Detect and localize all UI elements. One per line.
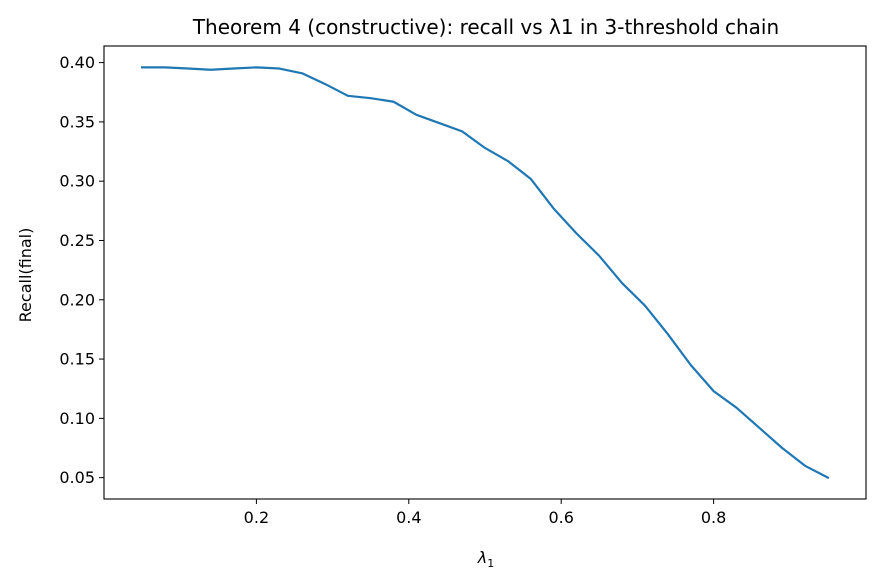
y-tick-label: 0.05	[59, 468, 95, 487]
y-tick-label: 0.25	[59, 231, 95, 250]
chart-title: Theorem 4 (constructive): recall vs λ1 i…	[192, 15, 779, 39]
y-tick-label: 0.30	[59, 172, 95, 191]
y-tick-label: 0.35	[59, 112, 95, 131]
y-tick-label: 0.20	[59, 290, 95, 309]
y-tick-label: 0.15	[59, 350, 95, 369]
x-axis-label: λ1	[477, 548, 494, 570]
x-tick-label: 0.8	[701, 508, 726, 527]
x-tick-label: 0.6	[548, 508, 573, 527]
x-tick-label: 0.4	[396, 508, 421, 527]
y-tick-label: 0.40	[59, 53, 95, 72]
plot-frame	[103, 45, 867, 500]
x-axis-label-base: λ	[477, 548, 487, 567]
series-line-0	[141, 66, 830, 480]
y-tick-label: 0.10	[59, 409, 95, 428]
y-axis-label: Recall(final)	[16, 228, 35, 323]
x-axis-label-subscript: 1	[487, 557, 494, 570]
plot-area: 0.2 0.4 0.6 0.8 0.05 0.10 0.15 0.20 0.25 0.30 0.35…	[59, 45, 867, 527]
x-tick-label: 0.2	[244, 508, 269, 527]
